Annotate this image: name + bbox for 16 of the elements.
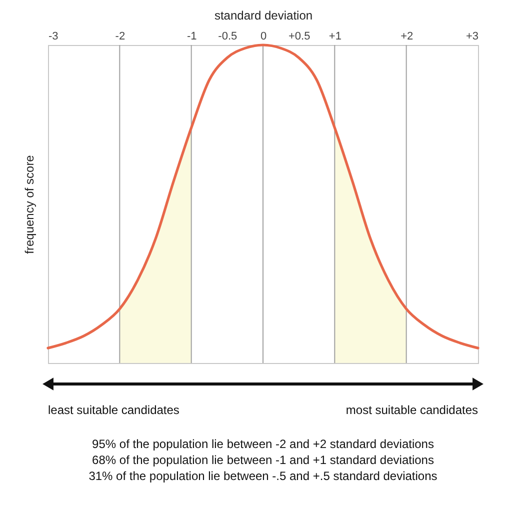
x-tick-label: -2 <box>115 30 126 42</box>
text: least suitable candidates <box>48 403 180 417</box>
x-tick-label: +2 <box>400 30 414 42</box>
x-tick-label: +1 <box>328 30 342 42</box>
x-tick-label: -3 <box>48 30 58 42</box>
x-tick-label: 0 <box>260 30 267 42</box>
text: 95% of the population lie between -2 and +2 standard deviations <box>92 437 434 451</box>
text: most suitable candidates <box>346 403 478 417</box>
text: 68% of the population lie between -1 and +1 standard deviations <box>92 453 434 467</box>
x-tick-label: -1 <box>186 30 197 42</box>
x-tick-label: +3 <box>466 30 478 42</box>
y-axis-title: frequency of score <box>22 154 36 254</box>
x-axis-title: standard deviation <box>214 8 313 22</box>
x-tick-label: +0.5 <box>288 30 310 42</box>
text: 31% of the population lie between -.5 and +.5 standard deviations <box>88 469 438 483</box>
x-tick-label: -0.5 <box>218 30 238 42</box>
